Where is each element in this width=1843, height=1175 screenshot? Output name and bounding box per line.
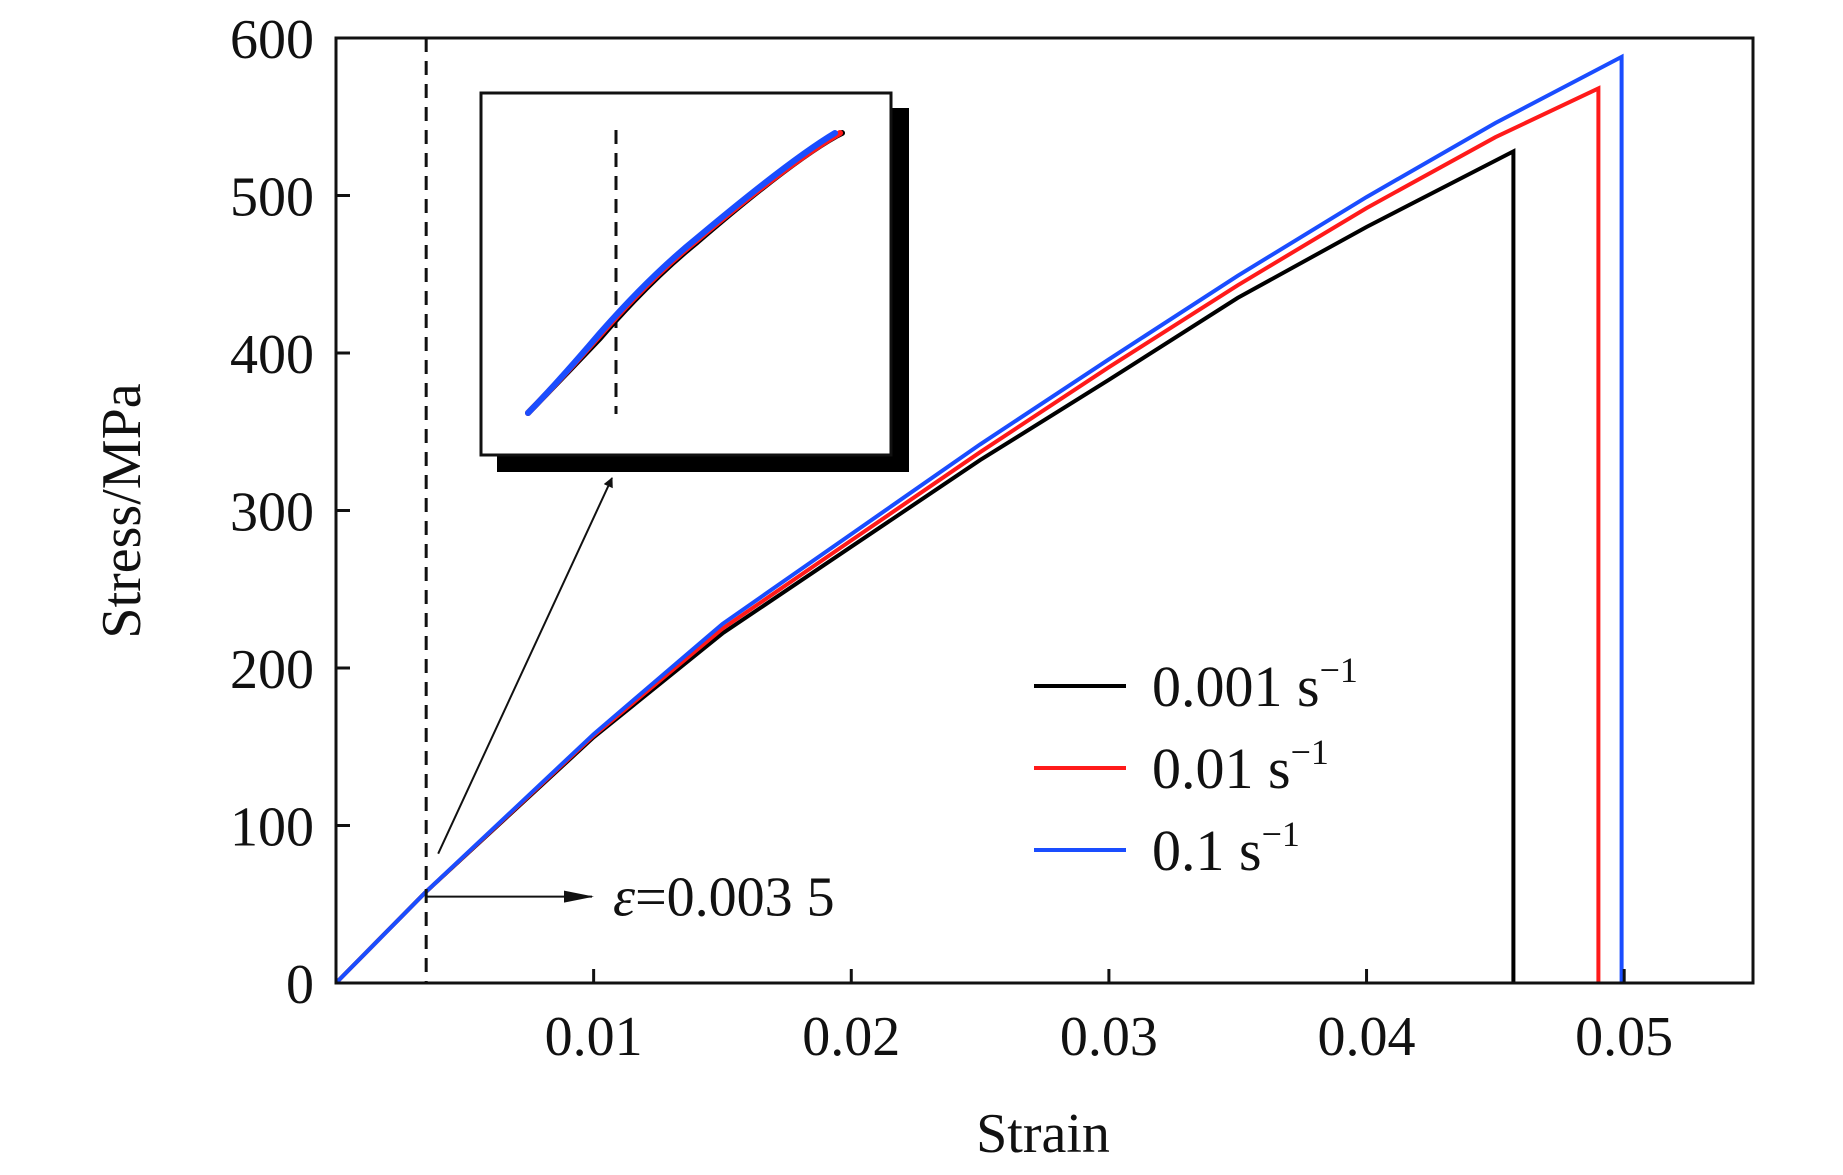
- legend-label-1: 0.01 s−1: [1152, 732, 1329, 801]
- epsilon-annotation: ε=0.003 5: [613, 867, 835, 929]
- y-tick-label-5: 500: [230, 167, 314, 229]
- legend-label-2: 0.1 s−1: [1152, 814, 1300, 883]
- epsilon-symbol: ε: [613, 867, 636, 929]
- x-tick-label-3: 0.04: [1318, 1006, 1416, 1068]
- y-axis-label: Stress/MPa: [91, 383, 153, 638]
- legend-rate-0: 0.001 s: [1152, 654, 1320, 719]
- inset-zoom-panel: [479, 91, 909, 472]
- inset-curve-2: [525, 130, 838, 416]
- x-tick-label-0: 0.01: [545, 1006, 643, 1068]
- y-tick-label-1: 100: [230, 797, 314, 859]
- axes: 0 100 200 300 400 500 600 0.01 0.02 0.03 0.04 0.05: [230, 9, 1755, 1068]
- legend: 0.001 s−10.01 s−10.1 s−1: [1034, 650, 1358, 883]
- x-tick-label-2: 0.03: [1060, 1006, 1158, 1068]
- legend-label-0: 0.001 s−1: [1152, 650, 1358, 719]
- legend-rate-2: 0.1 s: [1152, 818, 1262, 883]
- x-axis-label: Strain: [976, 1103, 1110, 1165]
- y-tick-label-4: 400: [230, 324, 314, 386]
- legend-rate-1: 0.01 s: [1152, 736, 1291, 801]
- annotations: ε=0.003 5: [424, 38, 835, 983]
- x-tick-label-1: 0.02: [802, 1006, 900, 1068]
- y-tick-label-2: 200: [230, 639, 314, 701]
- y-tick-label-3: 300: [230, 482, 314, 544]
- x-tick-label-4: 0.05: [1575, 1006, 1673, 1068]
- y-tick-label-6: 600: [230, 9, 314, 71]
- legend-exponent-2: −1: [1262, 814, 1300, 854]
- plot-area: [334, 53, 1624, 985]
- inset-pointer-arrow: [437, 477, 613, 855]
- y-tick-label-0: 0: [286, 954, 314, 1016]
- series-line-2: [334, 53, 1624, 985]
- epsilon-value: =0.003 5: [635, 867, 835, 929]
- legend-exponent-1: −1: [1291, 732, 1329, 772]
- legend-exponent-0: −1: [1320, 650, 1358, 690]
